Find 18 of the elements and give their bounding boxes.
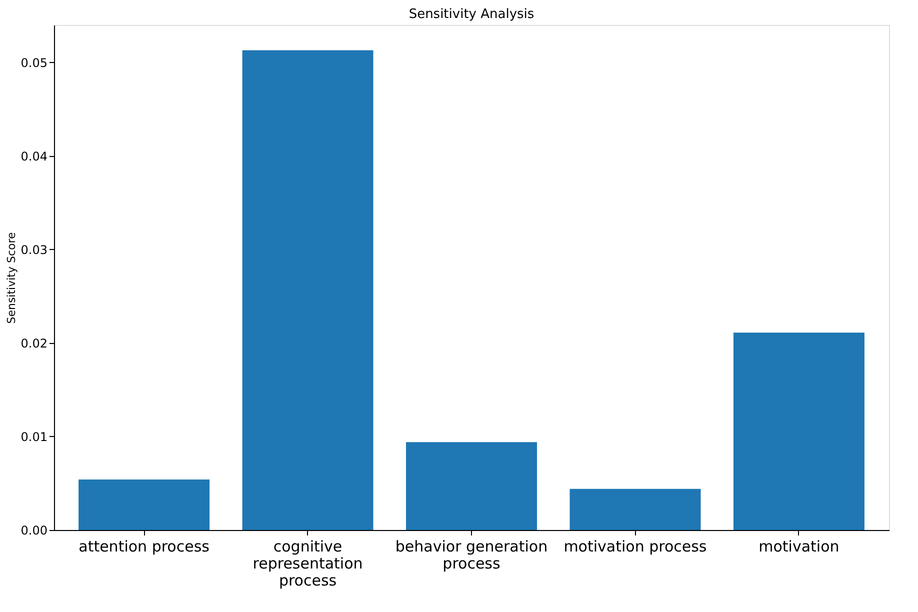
bar	[78, 480, 210, 530]
x-tick-label: motivation process	[564, 538, 707, 556]
bar	[733, 332, 864, 530]
y-axis-title: Sensitivity Score	[4, 232, 18, 324]
y-tick-label: 0.00	[20, 524, 48, 538]
y-tick-label: 0.04	[20, 149, 48, 164]
y-tick-label: 0.01	[20, 430, 48, 444]
x-tick-label: attention process	[78, 538, 210, 556]
y-tick-label: 0.02	[20, 336, 48, 350]
chart-title: Sensitivity Analysis	[408, 7, 534, 22]
x-tick-label: behavior generation process	[395, 538, 548, 572]
bar	[242, 50, 374, 530]
y-tick-label: 0.03	[20, 242, 48, 257]
bar	[570, 488, 701, 530]
x-tick-label: cognitive representation process	[252, 538, 363, 590]
bar	[406, 442, 537, 530]
x-tick-label: motivation	[758, 538, 840, 556]
y-tick-label: 0.05	[20, 56, 48, 70]
